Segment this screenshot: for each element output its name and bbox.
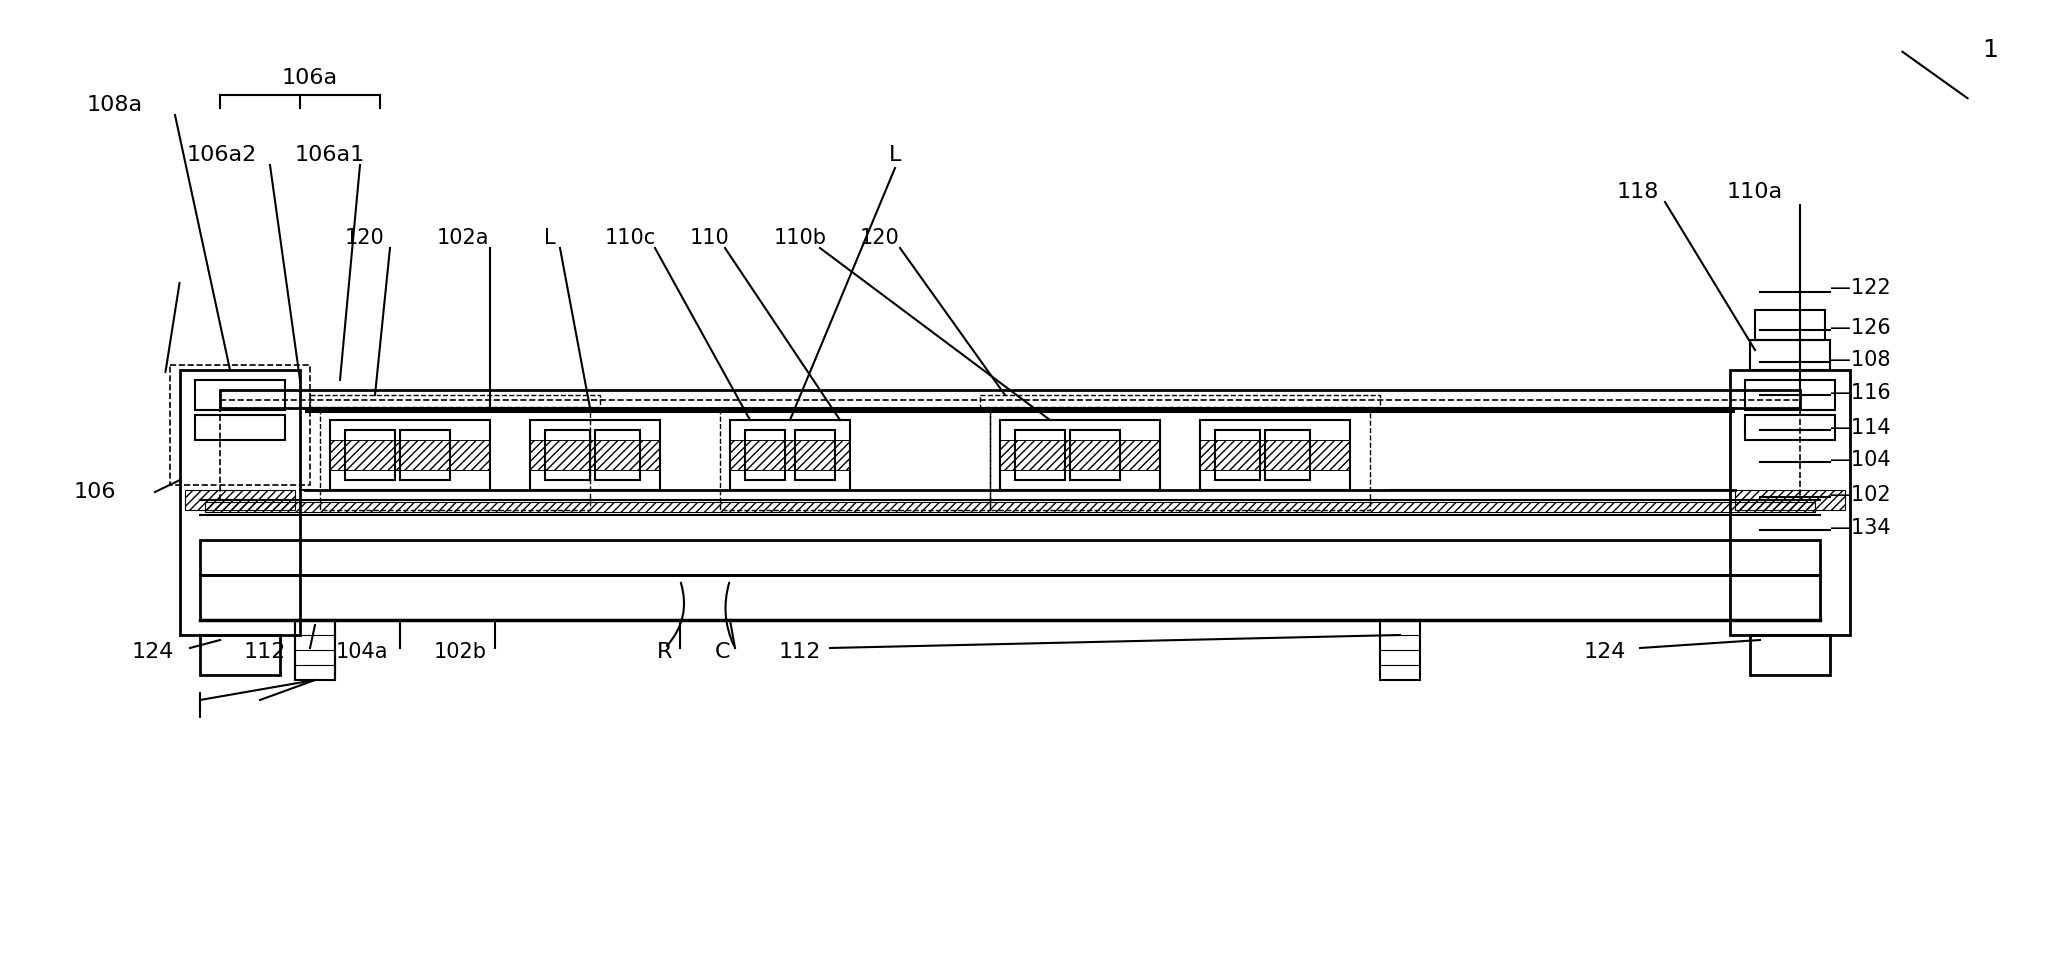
Bar — [1735, 490, 1844, 510]
Text: 120: 120 — [345, 228, 384, 248]
Text: —134: —134 — [1830, 518, 1892, 538]
Text: 120: 120 — [859, 228, 901, 248]
Text: 102b: 102b — [434, 642, 487, 662]
Text: —114: —114 — [1830, 418, 1892, 438]
Bar — [730, 440, 849, 470]
Text: 112: 112 — [779, 642, 820, 662]
Text: —116: —116 — [1830, 383, 1892, 403]
Text: 110a: 110a — [1727, 182, 1783, 202]
Text: 106a: 106a — [282, 68, 337, 88]
Text: L: L — [888, 145, 901, 165]
Bar — [999, 440, 1160, 470]
Text: 108a: 108a — [86, 95, 144, 115]
Text: L: L — [545, 228, 555, 248]
Bar — [206, 502, 1815, 512]
Text: —104: —104 — [1830, 450, 1892, 470]
Bar — [331, 440, 489, 470]
Text: 106: 106 — [74, 482, 117, 502]
Text: —102: —102 — [1830, 485, 1892, 505]
Text: 106a2: 106a2 — [187, 145, 257, 165]
Text: 110c: 110c — [604, 228, 656, 248]
Text: 110b: 110b — [773, 228, 827, 248]
Bar — [1201, 440, 1351, 470]
Text: C: C — [715, 642, 730, 662]
Text: R: R — [658, 642, 672, 662]
Text: 124: 124 — [1583, 642, 1626, 662]
Text: 104a: 104a — [335, 642, 389, 662]
Text: 124: 124 — [132, 642, 175, 662]
Text: —126: —126 — [1830, 318, 1892, 338]
Bar — [530, 440, 660, 470]
Bar — [185, 490, 294, 510]
Text: 1: 1 — [1982, 38, 1998, 62]
Text: 118: 118 — [1616, 182, 1659, 202]
Text: —108: —108 — [1830, 350, 1892, 370]
FancyBboxPatch shape — [304, 408, 1735, 413]
Text: 106a1: 106a1 — [294, 145, 366, 165]
Text: —122: —122 — [1830, 278, 1892, 298]
Text: 110: 110 — [691, 228, 730, 248]
Text: 102a: 102a — [436, 228, 489, 248]
Text: 112: 112 — [245, 642, 286, 662]
